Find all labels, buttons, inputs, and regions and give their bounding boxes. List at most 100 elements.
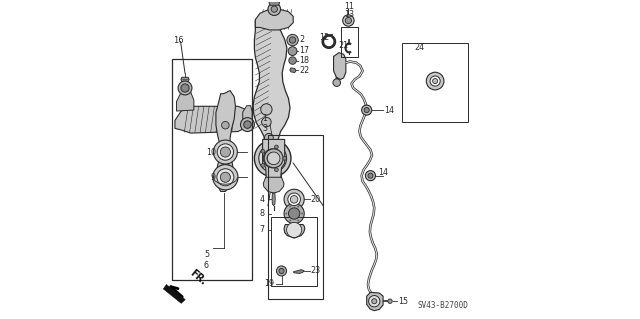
Polygon shape (177, 91, 194, 111)
Circle shape (220, 172, 230, 182)
Circle shape (285, 212, 287, 214)
Circle shape (297, 219, 299, 221)
Text: 20: 20 (310, 195, 321, 204)
Circle shape (362, 105, 372, 115)
Text: 2: 2 (300, 35, 305, 44)
Polygon shape (333, 53, 346, 79)
Circle shape (264, 149, 283, 168)
Text: 5: 5 (204, 250, 209, 259)
Polygon shape (290, 68, 296, 72)
Bar (172, 59, 252, 280)
Circle shape (368, 173, 373, 178)
Text: 6: 6 (204, 261, 209, 270)
Polygon shape (272, 193, 275, 206)
Circle shape (264, 133, 273, 142)
Polygon shape (293, 270, 304, 273)
Circle shape (333, 79, 340, 86)
Circle shape (279, 268, 284, 273)
Circle shape (241, 118, 254, 131)
Text: 8: 8 (260, 209, 265, 218)
Polygon shape (263, 177, 284, 193)
Polygon shape (266, 173, 282, 183)
Circle shape (291, 196, 298, 203)
Polygon shape (255, 9, 293, 30)
Text: 7: 7 (260, 226, 265, 234)
Circle shape (213, 140, 237, 164)
Circle shape (287, 34, 298, 46)
Circle shape (275, 168, 278, 172)
Text: 16: 16 (173, 36, 183, 45)
Text: 23: 23 (310, 266, 321, 275)
Polygon shape (269, 0, 280, 5)
Text: FR.: FR. (188, 268, 208, 287)
Circle shape (268, 3, 280, 15)
Text: 13: 13 (344, 10, 355, 19)
Circle shape (288, 193, 300, 206)
Circle shape (287, 222, 301, 238)
Text: 22: 22 (300, 66, 310, 75)
Circle shape (284, 189, 304, 210)
Polygon shape (181, 77, 189, 82)
Circle shape (289, 37, 296, 43)
Text: 15: 15 (398, 297, 408, 306)
Circle shape (221, 162, 229, 170)
Circle shape (426, 72, 444, 90)
Circle shape (289, 206, 291, 208)
Circle shape (275, 145, 278, 149)
Circle shape (284, 204, 304, 224)
Polygon shape (253, 19, 290, 173)
Circle shape (289, 57, 296, 64)
Circle shape (301, 212, 303, 214)
Circle shape (221, 122, 229, 129)
Circle shape (283, 156, 287, 160)
Circle shape (345, 17, 351, 24)
Bar (268, 135, 323, 299)
Polygon shape (216, 91, 236, 191)
Circle shape (430, 76, 440, 86)
Polygon shape (243, 106, 252, 122)
Text: 10: 10 (206, 147, 216, 157)
Circle shape (372, 299, 377, 304)
Text: 4: 4 (260, 195, 265, 204)
Text: 14: 14 (378, 168, 388, 177)
Circle shape (212, 165, 238, 190)
Text: 24: 24 (415, 43, 425, 52)
Circle shape (364, 108, 369, 113)
Bar (402, 43, 468, 122)
Circle shape (269, 178, 279, 188)
Circle shape (217, 169, 234, 186)
Polygon shape (262, 139, 285, 190)
Bar (341, 27, 358, 57)
Circle shape (261, 163, 265, 167)
Circle shape (276, 266, 287, 276)
Circle shape (369, 295, 380, 307)
Circle shape (220, 147, 230, 157)
Circle shape (268, 152, 280, 165)
Text: 9: 9 (211, 173, 216, 182)
Bar (271, 217, 317, 286)
Circle shape (288, 47, 297, 56)
Text: 19: 19 (264, 279, 275, 288)
Circle shape (181, 84, 189, 92)
Text: 18: 18 (300, 56, 310, 65)
Text: 17: 17 (300, 46, 310, 55)
Circle shape (259, 145, 287, 172)
Circle shape (244, 121, 252, 128)
Circle shape (261, 149, 265, 153)
Polygon shape (163, 285, 186, 303)
Polygon shape (367, 293, 383, 311)
Circle shape (260, 104, 272, 115)
Circle shape (254, 140, 291, 177)
Circle shape (388, 299, 392, 303)
Text: 21: 21 (339, 41, 349, 50)
Polygon shape (175, 106, 249, 133)
Circle shape (342, 15, 354, 26)
Circle shape (365, 171, 376, 181)
Circle shape (271, 6, 277, 12)
Circle shape (178, 81, 192, 95)
Text: 3: 3 (262, 124, 268, 133)
Text: 14: 14 (384, 106, 394, 115)
Circle shape (262, 117, 271, 127)
Circle shape (217, 144, 234, 160)
Text: 1: 1 (262, 115, 268, 123)
